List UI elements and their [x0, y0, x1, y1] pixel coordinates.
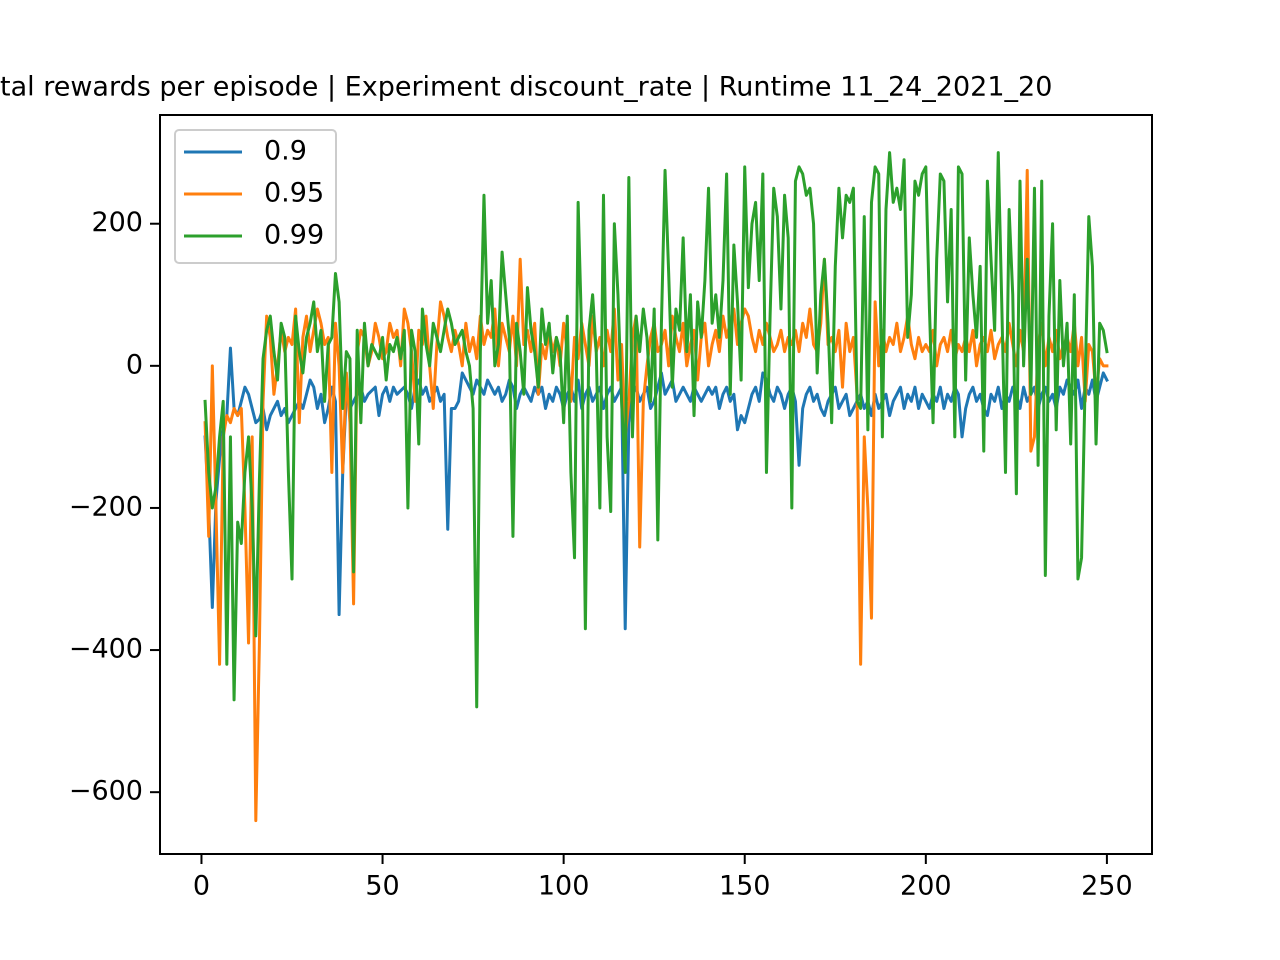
legend-label: 0.9: [264, 136, 307, 167]
legend-box: [174, 129, 337, 264]
plot-area: [203, 151, 1109, 823]
y-tick-label: 0: [126, 349, 143, 380]
x-tick-label: 200: [900, 871, 952, 902]
x-tick-label: 150: [719, 871, 771, 902]
chart-title: tal rewards per episode | Experiment dis…: [0, 72, 1052, 103]
legend-label: 0.95: [264, 178, 324, 209]
series-line: [203, 151, 1109, 709]
y-tick-label: −400: [69, 634, 143, 665]
axes-frame: [159, 114, 1153, 855]
x-tick-label: 0: [193, 871, 210, 902]
y-tick-label: 200: [91, 207, 143, 238]
x-tick-label: 50: [365, 871, 399, 902]
legend-label: 0.99: [264, 220, 324, 251]
y-tick-label: −600: [69, 776, 143, 807]
x-tick-label: 250: [1081, 871, 1133, 902]
legend: 0.9 0.95 0.99: [174, 129, 337, 264]
y-tick-label: −200: [69, 491, 143, 522]
x-tick-label: 100: [538, 871, 590, 902]
